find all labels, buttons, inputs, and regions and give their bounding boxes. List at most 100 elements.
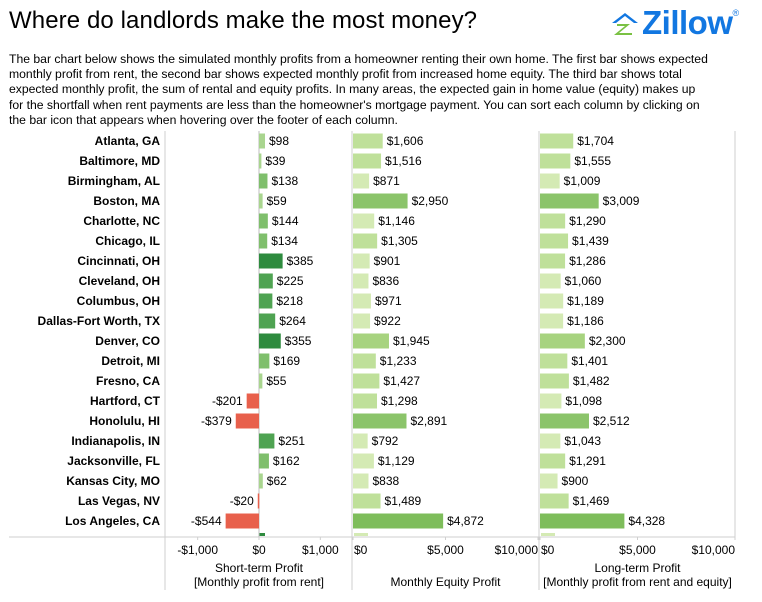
data-label: $836 xyxy=(372,274,399,288)
bar[interactable] xyxy=(540,373,569,389)
bar[interactable] xyxy=(259,473,263,489)
bar[interactable] xyxy=(353,353,376,369)
axis-title: Monthly Equity Profit xyxy=(390,575,501,589)
page-title: Where do landlords make the most money? xyxy=(9,7,478,34)
tick-label: $0 xyxy=(252,543,266,557)
bar[interactable] xyxy=(540,293,564,309)
bar[interactable] xyxy=(259,213,268,229)
data-label: -$20 xyxy=(230,494,254,508)
bar[interactable] xyxy=(540,213,566,229)
bar[interactable] xyxy=(259,253,283,269)
data-label: $1,439 xyxy=(572,234,609,248)
data-label: $971 xyxy=(375,294,402,308)
bar[interactable] xyxy=(540,153,571,169)
data-label: $2,950 xyxy=(412,194,449,208)
bar[interactable] xyxy=(259,313,276,329)
bar[interactable] xyxy=(259,273,273,289)
bar[interactable] xyxy=(353,313,371,329)
data-label: $4,872 xyxy=(447,514,484,528)
bar[interactable] xyxy=(353,393,378,409)
bar[interactable] xyxy=(540,233,569,249)
data-label: -$544 xyxy=(191,514,222,528)
bar[interactable] xyxy=(259,193,263,209)
bar[interactable] xyxy=(540,133,574,149)
bar[interactable] xyxy=(540,393,562,409)
bar[interactable] xyxy=(259,293,273,309)
bar[interactable] xyxy=(353,153,382,169)
data-label: $1,516 xyxy=(385,154,422,168)
bar[interactable] xyxy=(353,213,375,229)
bar[interactable] xyxy=(540,313,564,329)
data-label: $1,043 xyxy=(564,434,601,448)
bar[interactable] xyxy=(353,333,389,349)
zillow-z-icon xyxy=(612,13,638,35)
data-label: $2,512 xyxy=(593,414,630,428)
bar[interactable] xyxy=(353,253,370,269)
bar[interactable] xyxy=(540,433,561,449)
category-label: Baltimore, MD xyxy=(79,154,160,168)
bar[interactable] xyxy=(540,513,625,529)
bar[interactable] xyxy=(259,133,266,149)
data-label: -$201 xyxy=(212,394,243,408)
bar[interactable] xyxy=(259,333,281,349)
bar[interactable] xyxy=(540,253,566,269)
bar[interactable] xyxy=(540,473,558,489)
bar[interactable] xyxy=(353,373,380,389)
data-label: $162 xyxy=(273,454,300,468)
bar[interactable] xyxy=(225,513,259,529)
bar[interactable] xyxy=(353,413,407,429)
bar[interactable] xyxy=(353,273,369,289)
bar[interactable] xyxy=(259,153,262,169)
bar[interactable] xyxy=(353,453,374,469)
bar[interactable] xyxy=(259,233,268,249)
bar[interactable] xyxy=(353,193,408,209)
bar[interactable] xyxy=(353,233,378,249)
bar[interactable] xyxy=(540,353,568,369)
bar[interactable] xyxy=(353,133,383,149)
data-label: $1,186 xyxy=(567,314,604,328)
bar[interactable] xyxy=(353,513,444,529)
data-label: $385 xyxy=(287,254,314,268)
zillow-logo-text: Zillow xyxy=(642,4,733,41)
bar[interactable] xyxy=(246,393,259,409)
description-line: expected monthly profit, the sum of rent… xyxy=(9,82,696,97)
bar[interactable] xyxy=(540,333,585,349)
bar[interactable] xyxy=(540,453,566,469)
bar[interactable] xyxy=(353,173,370,189)
bar[interactable] xyxy=(353,293,371,309)
data-label: $1,233 xyxy=(380,354,417,368)
data-label: $225 xyxy=(277,274,304,288)
bar[interactable] xyxy=(353,493,381,509)
bar[interactable] xyxy=(257,493,260,509)
bar[interactable] xyxy=(235,413,259,429)
bar[interactable] xyxy=(259,173,268,189)
data-label: $98 xyxy=(269,134,289,148)
data-label: -$379 xyxy=(201,414,232,428)
bar[interactable] xyxy=(540,413,589,429)
bar[interactable] xyxy=(540,273,561,289)
data-label: $1,291 xyxy=(569,454,606,468)
zillow-logo[interactable]: Zillow ® xyxy=(610,4,739,42)
bar[interactable] xyxy=(540,193,599,209)
data-label: $134 xyxy=(271,234,298,248)
bar[interactable] xyxy=(259,453,269,469)
data-label: $792 xyxy=(372,434,399,448)
chart-description: The bar chart below shows the simulated … xyxy=(9,52,755,128)
bar[interactable] xyxy=(353,473,369,489)
data-label: $1,290 xyxy=(569,214,606,228)
bar[interactable] xyxy=(259,353,270,369)
bar[interactable] xyxy=(259,433,275,449)
bar[interactable] xyxy=(540,173,560,189)
data-label: $218 xyxy=(276,294,303,308)
data-label: $55 xyxy=(266,374,286,388)
category-label: Jacksonville, FL xyxy=(67,454,160,468)
data-label: $1,427 xyxy=(383,374,420,388)
bar[interactable] xyxy=(259,373,263,389)
tick-label: $0 xyxy=(354,543,368,557)
bar[interactable] xyxy=(353,433,368,449)
data-label: $1,489 xyxy=(385,494,422,508)
category-label: Charlotte, NC xyxy=(83,214,160,228)
data-label: $900 xyxy=(562,474,589,488)
bar[interactable] xyxy=(540,493,569,509)
